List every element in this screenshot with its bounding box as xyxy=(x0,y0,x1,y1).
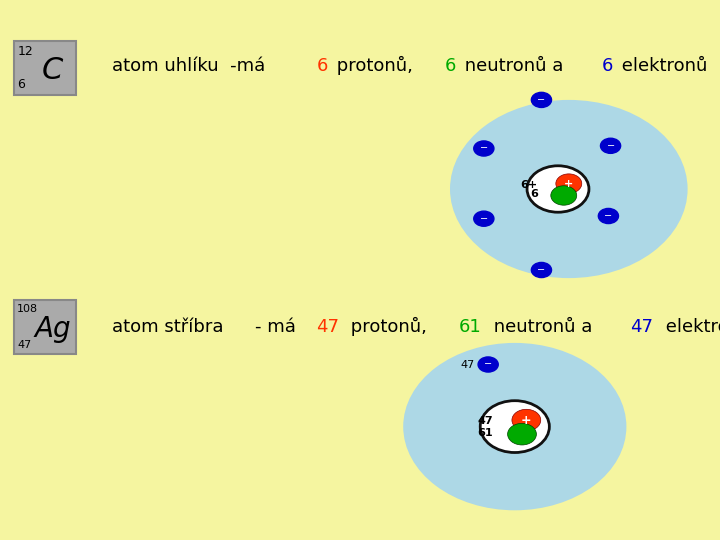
Text: −: − xyxy=(484,360,492,369)
Text: 61: 61 xyxy=(477,428,493,438)
Circle shape xyxy=(450,100,688,278)
Text: atom stříbra: atom stříbra xyxy=(112,318,223,336)
Text: −: − xyxy=(537,95,546,105)
Circle shape xyxy=(551,186,577,205)
Text: elektronů: elektronů xyxy=(660,318,720,336)
Text: 6: 6 xyxy=(601,57,613,75)
Circle shape xyxy=(474,141,494,156)
Text: +: + xyxy=(564,179,573,188)
Text: −: − xyxy=(480,144,488,153)
Text: Ag: Ag xyxy=(34,315,71,343)
Circle shape xyxy=(474,211,494,226)
Circle shape xyxy=(527,166,589,212)
Text: neutronů a: neutronů a xyxy=(487,318,598,336)
Text: - má: - má xyxy=(256,318,302,336)
Circle shape xyxy=(598,208,618,224)
Text: 12: 12 xyxy=(17,45,33,58)
Text: −: − xyxy=(604,211,613,221)
Text: 47: 47 xyxy=(477,416,493,426)
Text: −: − xyxy=(537,265,546,275)
Circle shape xyxy=(512,409,541,431)
Circle shape xyxy=(531,262,552,278)
Text: 47: 47 xyxy=(17,340,32,350)
Text: elektronů: elektronů xyxy=(616,57,707,75)
Text: 61: 61 xyxy=(459,318,481,336)
Circle shape xyxy=(600,138,621,153)
Text: −: − xyxy=(480,214,488,224)
Text: neutronů a: neutronů a xyxy=(459,57,570,75)
Text: 47: 47 xyxy=(315,318,338,336)
Circle shape xyxy=(556,174,582,193)
Text: atom uhlíku  -má: atom uhlíku -má xyxy=(112,57,271,75)
Text: C: C xyxy=(42,56,63,85)
Circle shape xyxy=(508,423,536,445)
Text: 47: 47 xyxy=(630,318,653,336)
Circle shape xyxy=(478,357,498,372)
FancyBboxPatch shape xyxy=(14,40,76,94)
Circle shape xyxy=(531,92,552,107)
Text: −: − xyxy=(606,141,615,151)
Text: 6: 6 xyxy=(444,57,456,75)
Text: 6+: 6+ xyxy=(521,180,538,190)
Text: 6: 6 xyxy=(530,190,538,199)
Text: +: + xyxy=(521,414,531,427)
Circle shape xyxy=(403,343,626,510)
Text: 47: 47 xyxy=(460,360,474,369)
Text: protonů,: protonů, xyxy=(331,56,419,76)
Text: 108: 108 xyxy=(17,304,38,314)
Circle shape xyxy=(480,401,549,453)
Text: 6: 6 xyxy=(17,78,25,91)
Text: protonů,: protonů, xyxy=(346,317,433,336)
Text: 6: 6 xyxy=(317,57,328,75)
FancyBboxPatch shape xyxy=(14,300,76,354)
